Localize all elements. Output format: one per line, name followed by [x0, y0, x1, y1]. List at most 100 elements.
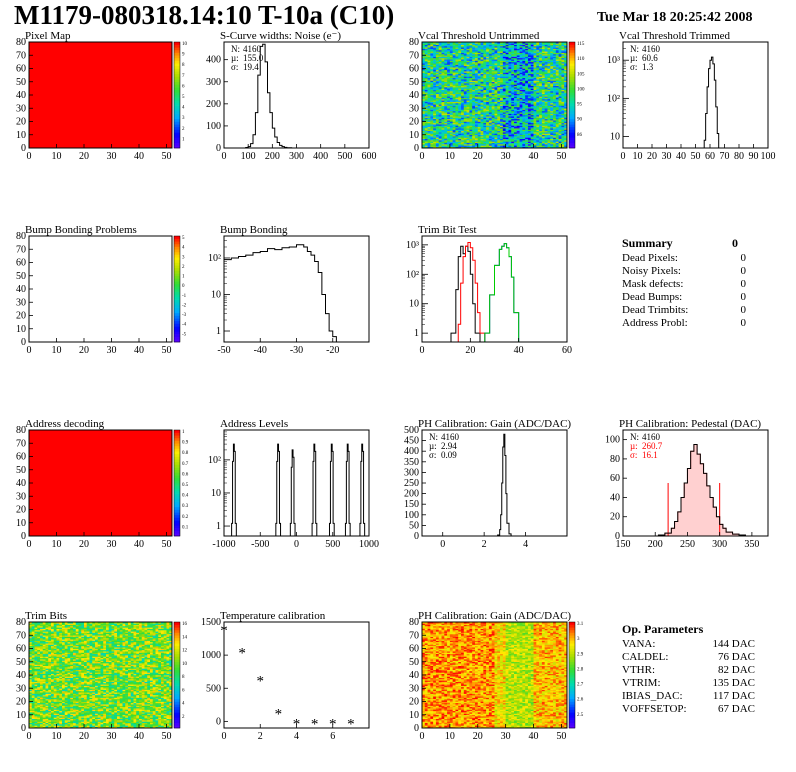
palette-tick-label: 5 — [182, 95, 185, 100]
heatmap-cell — [452, 120, 456, 122]
heatmap-cell — [480, 64, 484, 67]
heatmap-cell — [458, 43, 462, 45]
heatmap-cell — [430, 132, 434, 134]
heatmap-cell — [502, 42, 506, 44]
heatmap-cell — [533, 116, 537, 118]
heatmap-cell — [422, 73, 426, 76]
heatmap-cell — [508, 47, 512, 49]
heatmap-cell — [544, 42, 548, 44]
palette-cell — [174, 254, 180, 258]
heatmap-cell — [480, 129, 484, 132]
heatmap-cell — [555, 49, 559, 52]
heatmap-cell — [555, 141, 559, 143]
heatmap-cell — [486, 48, 490, 51]
heatmap-cell — [525, 57, 529, 60]
palette-cell — [174, 294, 180, 298]
heatmap-cell — [516, 59, 520, 61]
x-tick-label: 150 — [616, 539, 631, 550]
heatmap-cell — [508, 85, 512, 88]
heatmap-cell — [522, 144, 526, 146]
heatmap-cell — [444, 129, 448, 132]
heatmap-cell — [441, 53, 445, 56]
heatmap-cell — [461, 132, 465, 134]
heatmap-cell — [522, 57, 526, 60]
heatmap-cell — [522, 145, 526, 147]
heatmap-cell — [427, 137, 431, 140]
heatmap-cell — [558, 83, 562, 85]
heatmap-cell — [477, 141, 481, 143]
heatmap-cell — [544, 134, 548, 137]
heatmap-cell — [541, 72, 545, 75]
heatmap-cell — [511, 108, 515, 110]
heatmap-cell — [31, 681, 35, 684]
peak-line — [289, 449, 297, 536]
heatmap-cell — [547, 110, 551, 113]
heatmap-cell — [452, 65, 456, 68]
heatmap-cell — [449, 98, 453, 101]
heatmap-cell — [530, 133, 534, 136]
heatmap-cell — [444, 75, 448, 77]
heatmap-cell — [491, 47, 495, 49]
heatmap-cell — [477, 84, 481, 87]
heatmap-cell — [452, 126, 456, 129]
heatmap-cell — [558, 122, 562, 125]
heatmap-cell — [508, 141, 512, 143]
heatmap-cell — [561, 140, 565, 142]
heatmap-cell — [433, 132, 437, 134]
heatmap-cell — [553, 43, 557, 45]
heatmap-cell — [519, 77, 523, 80]
y-tick-label: 80 — [409, 37, 419, 48]
heatmap-cell — [525, 136, 529, 138]
heatmap-cell — [500, 146, 504, 149]
heatmap-cell — [522, 96, 526, 98]
heatmap-cell — [500, 44, 504, 47]
x-tick-label: 30 — [501, 151, 511, 162]
heatmap-cell — [511, 55, 515, 57]
heatmap-cell — [463, 88, 467, 90]
heatmap-cell — [561, 125, 565, 128]
heatmap-cell — [550, 64, 554, 67]
heatmap-cell — [561, 102, 565, 105]
heatmap-cell — [480, 138, 484, 141]
heatmap-cell — [511, 133, 515, 136]
heatmap-cell — [491, 43, 495, 45]
heatmap-cell — [544, 79, 548, 81]
heatmap-cell — [547, 87, 551, 89]
heatmap-cell — [530, 57, 534, 60]
heatmap-cell — [516, 102, 520, 105]
heatmap-cell — [469, 48, 473, 51]
heatmap-cell — [444, 133, 448, 136]
heatmap-cell — [544, 47, 548, 49]
heatmap-cell — [430, 87, 434, 89]
heatmap-cell — [539, 69, 543, 72]
heatmap-cell — [508, 87, 512, 89]
heatmap-cell — [472, 81, 476, 84]
heatmap-cell — [438, 75, 442, 77]
heatmap-cell — [550, 88, 554, 90]
heatmap-cell — [435, 53, 440, 56]
heatmap-cell — [427, 121, 431, 124]
heatmap-cell — [29, 671, 33, 673]
heatmap-cell — [558, 80, 562, 83]
heatmap-cell — [427, 110, 431, 113]
heatmap-cell — [469, 126, 473, 129]
heatmap-cell — [508, 113, 512, 116]
heatmap-cell — [502, 118, 506, 121]
heatmap-cell — [564, 63, 568, 65]
heatmap-cell — [502, 56, 506, 59]
heatmap-cell — [29, 655, 33, 657]
heatmap-cell — [505, 71, 509, 73]
heatmap-cell — [430, 59, 434, 61]
heatmap-cell — [472, 61, 476, 64]
heatmap-cell — [541, 84, 545, 87]
palette-cell — [174, 52, 180, 56]
heatmap-cell — [500, 64, 504, 67]
heatmap-cell — [424, 132, 428, 134]
heatmap-cell — [422, 48, 426, 51]
heatmap-cell — [547, 108, 551, 110]
heatmap-cell — [536, 73, 540, 76]
heatmap-cell — [511, 67, 515, 69]
heatmap-cell — [497, 60, 501, 63]
heatmap-cell — [558, 95, 562, 97]
x-tick-label: 70 — [720, 151, 730, 162]
